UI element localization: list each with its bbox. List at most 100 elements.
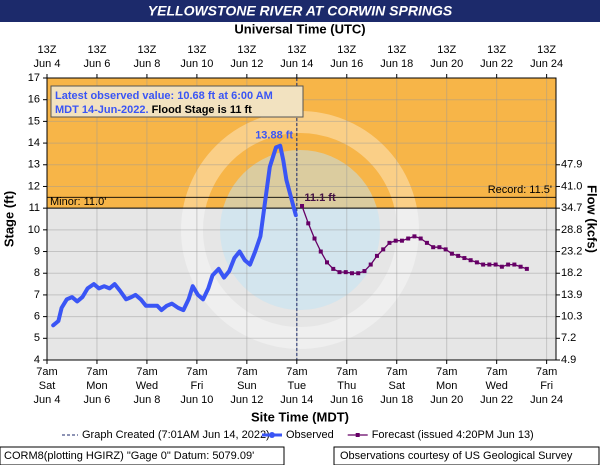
y2-tick-label: 47.9 <box>561 159 582 171</box>
y-tick-label: 10 <box>28 224 40 236</box>
series-marker <box>418 236 423 241</box>
series-marker <box>443 247 448 252</box>
x-tick-weekday: Wed <box>136 380 158 392</box>
y2-tick-label: 13.9 <box>561 289 582 301</box>
series-marker <box>424 240 429 245</box>
series-marker <box>349 271 354 276</box>
legend-label: Observed <box>286 429 334 441</box>
y-axis-title: Stage (ft) <box>1 191 16 247</box>
series-marker <box>381 247 386 252</box>
footer-left: CORM8(plotting HGIRZ) "Gage 0" Datum: 50… <box>4 450 254 462</box>
x-tick-date: Jun 6 <box>84 394 111 406</box>
y2-tick-label: 34.7 <box>561 202 582 214</box>
series-marker <box>468 258 473 263</box>
top-tick-utc: 13Z <box>287 44 306 56</box>
series-marker <box>399 238 404 243</box>
x-tick-label: 7am <box>86 366 107 378</box>
series-marker <box>499 264 504 269</box>
legend-label: Forecast (issued 4:20PM Jun 13) <box>372 429 534 441</box>
top-tick-date: Jun 16 <box>330 58 363 70</box>
info-date: MDT 14-Jun-2022. <box>55 104 149 116</box>
y2-tick-label: 41.0 <box>561 180 582 192</box>
x-tick-date: Jun 10 <box>180 394 213 406</box>
series-marker <box>368 262 373 267</box>
y2-tick-label: 4.9 <box>561 354 576 366</box>
y-tick-label: 16 <box>28 94 40 106</box>
x-tick-weekday: Mon <box>86 380 107 392</box>
x-tick-weekday: Thu <box>337 380 356 392</box>
top-tick-date: Jun 22 <box>480 58 513 70</box>
series-marker <box>393 238 398 243</box>
y-tick-label: 8 <box>34 267 40 279</box>
y2-tick-label: 10.3 <box>561 311 582 323</box>
x-tick-label: 7am <box>486 366 507 378</box>
top-tick-utc: 13Z <box>437 44 456 56</box>
x-tick-weekday: Wed <box>485 380 507 392</box>
y-tick-label: 6 <box>34 311 40 323</box>
annotation: 13.88 ft <box>255 130 293 142</box>
x-tick-date: Jun 8 <box>133 394 160 406</box>
y-tick-label: 5 <box>34 332 40 344</box>
x-tick-label: 7am <box>386 366 407 378</box>
footer-right: Observations courtesy of US Geological S… <box>340 450 573 462</box>
y-tick-label: 14 <box>28 137 40 149</box>
top-tick-date: Jun 20 <box>430 58 463 70</box>
series-marker <box>437 245 442 250</box>
series-marker <box>512 262 517 267</box>
x-tick-label: 7am <box>136 366 157 378</box>
series-marker <box>506 262 511 267</box>
series-marker <box>318 249 323 254</box>
info-box <box>50 85 304 118</box>
series-marker <box>387 240 392 245</box>
y-tick-label: 4 <box>34 354 40 366</box>
x-tick-weekday: Sun <box>237 380 257 392</box>
series-marker <box>325 260 330 265</box>
info-flood: Flood Stage is 11 ft <box>149 104 253 116</box>
x-tick-weekday: Sat <box>39 380 56 392</box>
series-marker <box>412 234 417 239</box>
series-marker <box>487 262 492 267</box>
series-marker <box>406 236 411 241</box>
series-marker <box>449 251 454 256</box>
x-tick-label: 7am <box>36 366 57 378</box>
top-tick-date: Jun 10 <box>180 58 213 70</box>
top-tick-utc: 13Z <box>537 44 556 56</box>
x-tick-date: Jun 22 <box>480 394 513 406</box>
x-tick-weekday: Mon <box>436 380 457 392</box>
plot-frame <box>46 77 557 361</box>
x-tick-weekday: Fri <box>540 380 553 392</box>
series-marker <box>431 245 436 250</box>
x-tick-label: 7am <box>286 366 307 378</box>
series-marker <box>331 266 336 271</box>
series-marker <box>518 264 523 269</box>
series-marker <box>462 256 467 261</box>
logo <box>181 111 419 349</box>
x-tick-date: Jun 18 <box>380 394 413 406</box>
x-axis-title: Site Time (MDT) <box>251 409 349 424</box>
x-tick-date: Jun 4 <box>34 394 61 406</box>
legend-marker <box>269 432 275 438</box>
series-marker <box>306 221 311 226</box>
x-tick-weekday: Fri <box>190 380 203 392</box>
x-tick-date: Jun 20 <box>430 394 463 406</box>
top-tick-utc: 13Z <box>487 44 506 56</box>
series-marker <box>481 262 486 267</box>
y-tick-label: 7 <box>34 289 40 301</box>
legend-created: Graph Created (7:01AM Jun 14, 2022) <box>82 429 270 441</box>
series-marker <box>524 266 529 271</box>
y-tick-label: 11 <box>29 202 40 214</box>
flood-label: Minor: 11.0' <box>50 196 106 208</box>
top-tick-date: Jun 24 <box>530 58 563 70</box>
x-tick-label: 7am <box>336 366 357 378</box>
x-tick-date: Jun 24 <box>530 394 563 406</box>
top-tick-utc: 13Z <box>187 44 206 56</box>
top-axis-title: Universal Time (UTC) <box>234 21 365 36</box>
y2-tick-label: 7.2 <box>561 332 576 344</box>
top-tick-utc: 13Z <box>87 44 106 56</box>
y-tick-label: 9 <box>34 245 40 257</box>
series-marker <box>343 270 348 275</box>
series-marker <box>474 260 479 265</box>
info-line1: Latest observed value: 10.68 ft at 6:00 … <box>55 90 273 102</box>
